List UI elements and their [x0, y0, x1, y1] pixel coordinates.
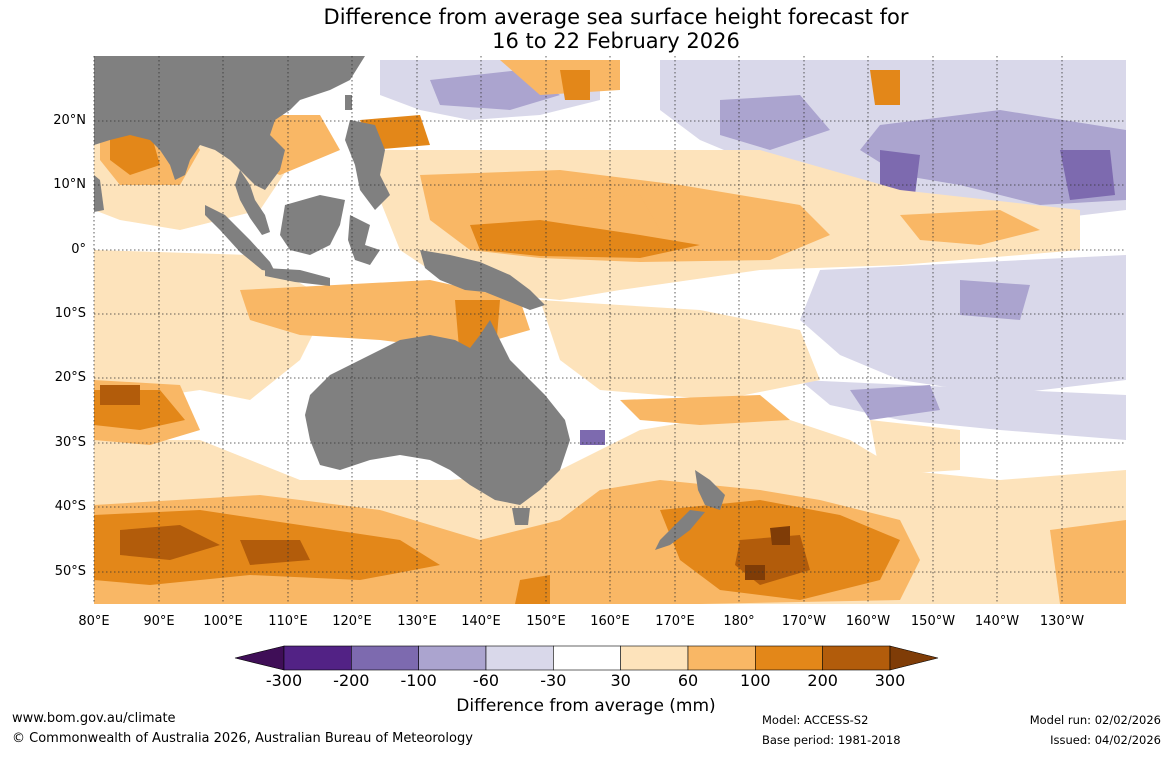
lon-label: 140°E: [461, 614, 501, 629]
land-new-zealand-south: [655, 510, 705, 550]
lon-label: 130°W: [1039, 614, 1085, 629]
land-indochina-peninsula: [235, 170, 270, 235]
colorbar-tick-label: 300: [874, 671, 906, 690]
lat-label: 30°S: [54, 435, 86, 450]
colorbar-swatch: [553, 645, 621, 671]
footer-copyright: © Commonwealth of Australia 2026, Austra…: [12, 731, 473, 746]
lat-label: 50°S: [54, 564, 86, 579]
colorbar-tick-label: -200: [333, 671, 370, 690]
colorbar-tick-label: 100: [740, 671, 771, 690]
colorbar-swatch: [755, 645, 823, 671]
lon-label: 110°E: [268, 614, 308, 629]
lon-label: 160°W: [845, 614, 891, 629]
colorbar-tick-label: -300: [265, 671, 303, 690]
land-masses: [94, 56, 725, 550]
lat-label: 0°: [71, 242, 86, 257]
lat-label: 10°S: [54, 306, 86, 321]
footer-issued: Issued: 04/02/2026: [1050, 733, 1161, 747]
lon-label: 120°E: [332, 614, 372, 629]
colorbar-tick-label: -100: [400, 671, 437, 690]
colorbar-title: Difference from average (mm): [456, 696, 716, 716]
land-philippines: [345, 120, 390, 210]
land-new-zealand-north: [695, 470, 725, 510]
colorbar-extend-max: [889, 645, 939, 671]
colorbar-swatch: [351, 645, 419, 671]
lon-label: 100°E: [203, 614, 243, 629]
colorbar-swatch: [620, 645, 689, 671]
colorbar: [234, 645, 939, 671]
chart-title-line2: 16 to 22 February 2026: [492, 29, 740, 53]
land-taiwan: [345, 95, 352, 110]
lon-label: 130°E: [397, 614, 437, 629]
anomaly-band-positive-extreme: [745, 526, 790, 580]
colorbar-tick-label: -30: [540, 671, 567, 690]
footer-base-period: Base period: 1981-2018: [762, 733, 901, 747]
lon-label: 150°W: [910, 614, 956, 629]
lat-label: 20°N: [53, 113, 86, 128]
footer-model-run: Model run: 02/02/2026: [1029, 713, 1161, 727]
colorbar-swatch: [822, 645, 891, 671]
colorbar-tick-label: 60: [677, 671, 699, 690]
lon-label: 80°E: [78, 614, 110, 629]
land-borneo: [280, 195, 345, 255]
land-asia: [94, 56, 365, 190]
colorbar-tick-label: 200: [807, 671, 838, 690]
colorbar-swatch: [687, 645, 756, 671]
colorbar-extend-min: [234, 645, 285, 671]
footer-url[interactable]: www.bom.gov.au/climate: [12, 711, 176, 726]
land-java: [265, 268, 330, 286]
lon-label: 160°E: [590, 614, 630, 629]
map-gridlines: [93, 56, 1126, 604]
chart-title-line1: Difference from average sea surface heig…: [323, 5, 909, 29]
lat-label: 10°N: [53, 177, 86, 192]
colorbar-swatch: [418, 645, 487, 671]
lon-label: 170°E: [655, 614, 695, 629]
land-new-guinea: [420, 250, 545, 310]
lat-label: 20°S: [54, 370, 86, 385]
footer-model: Model: ACCESS-S2: [762, 713, 869, 727]
land-madagascar-edge: [94, 175, 104, 212]
colorbar-tick-label: -60: [472, 671, 500, 690]
colorbar-tick-label: 30: [610, 671, 631, 690]
land-sulawesi: [348, 215, 380, 265]
anomaly-band-positive-very-strong: [100, 385, 810, 585]
colorbar-swatch: [485, 645, 554, 671]
lon-label: 170°W: [781, 614, 827, 629]
lon-label: 90°E: [143, 614, 175, 629]
lon-label: 180°: [723, 614, 755, 629]
land-tasmania: [512, 508, 530, 525]
lon-label: 140°W: [974, 614, 1020, 629]
land-australia: [305, 320, 570, 505]
land-sumatra: [205, 205, 275, 272]
colorbar-swatch: [283, 645, 352, 671]
lat-label: 40°S: [54, 499, 86, 514]
lon-label: 150°E: [526, 614, 566, 629]
